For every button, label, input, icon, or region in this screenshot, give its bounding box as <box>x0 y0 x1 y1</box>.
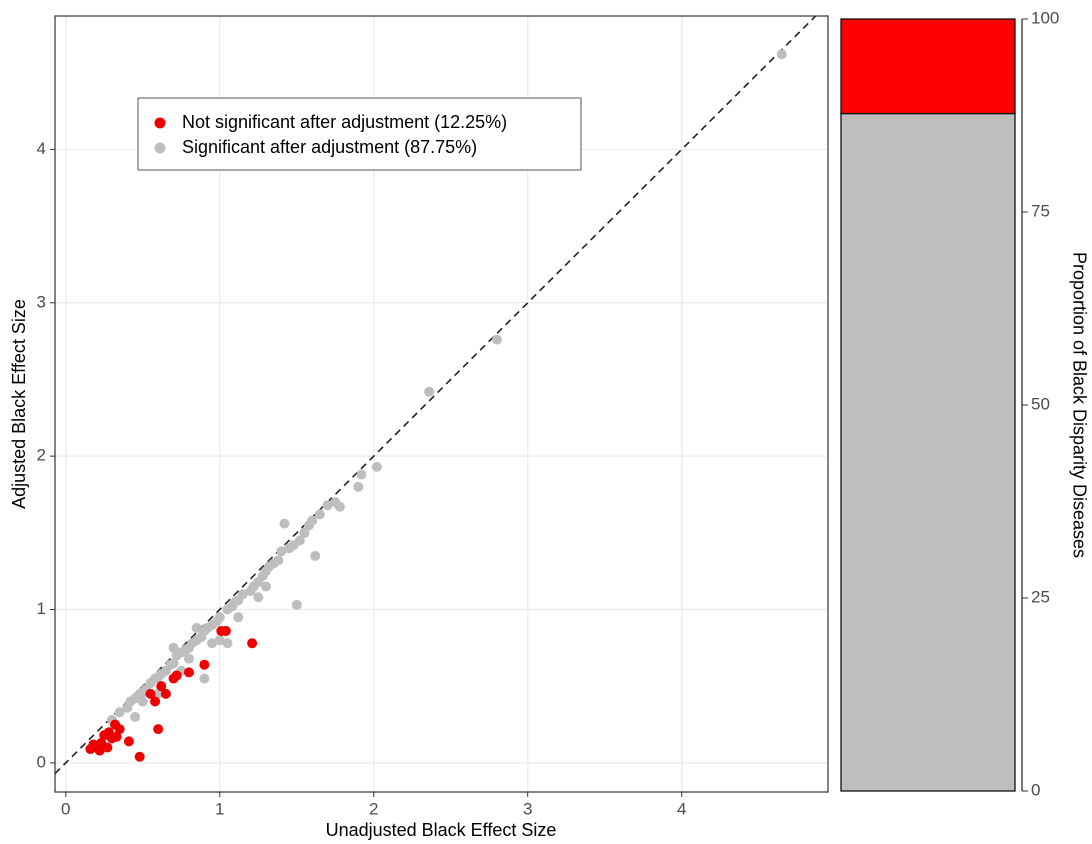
point <box>150 696 161 707</box>
point <box>220 625 231 636</box>
legend: Not significant after adjustment (12.25%… <box>137 97 582 171</box>
point <box>102 742 113 753</box>
identity-line <box>54 15 817 775</box>
point <box>424 386 435 397</box>
x-tick-label: 0 <box>61 799 70 818</box>
point <box>134 751 145 762</box>
point <box>183 653 194 664</box>
plot-border <box>54 15 829 793</box>
point <box>168 658 179 669</box>
point <box>214 612 225 623</box>
point <box>222 638 233 649</box>
point <box>776 49 787 60</box>
point <box>171 670 182 681</box>
point <box>276 546 287 557</box>
point <box>137 696 148 707</box>
point <box>322 500 333 511</box>
point <box>153 724 164 735</box>
point <box>168 642 179 653</box>
point <box>199 659 210 670</box>
point <box>247 638 258 649</box>
y-tick-label: 0 <box>1031 780 1040 799</box>
legend-label: Significant after adjustment (87.75%) <box>182 137 477 157</box>
y-tick-label: 4 <box>37 139 46 158</box>
y-tick-label: 3 <box>37 292 46 311</box>
x-tick-label: 4 <box>677 799 686 818</box>
point <box>111 731 122 742</box>
point <box>310 550 321 561</box>
point <box>233 612 244 623</box>
y-axis-title: Proportion of Black Disparity Diseases <box>1069 252 1089 558</box>
point <box>353 481 364 492</box>
x-tick-label: 3 <box>523 799 532 818</box>
point <box>279 518 290 529</box>
point <box>199 673 210 684</box>
point <box>160 688 171 699</box>
point <box>253 592 264 603</box>
point <box>114 724 125 735</box>
point <box>123 736 134 747</box>
legend-box <box>137 97 582 171</box>
point <box>237 589 248 600</box>
legend-label: Not significant after adjustment (12.25%… <box>182 112 507 132</box>
point <box>371 461 382 472</box>
point <box>273 555 284 566</box>
point <box>145 688 156 699</box>
legend-marker <box>154 142 166 154</box>
point <box>214 635 225 646</box>
point <box>93 740 104 751</box>
point <box>314 509 325 520</box>
point <box>130 711 141 722</box>
bar-segment <box>840 112 1016 792</box>
y-tick-label: 1 <box>37 599 46 618</box>
point <box>156 681 167 692</box>
point <box>260 581 271 592</box>
y-tick-label: 2 <box>37 446 46 465</box>
point <box>114 707 125 718</box>
y-tick-label: 50 <box>1031 394 1050 413</box>
bar-segment <box>840 18 1016 115</box>
point <box>334 501 345 512</box>
x-axis-title: Unadjusted Black Effect Size <box>326 820 557 840</box>
y-tick-label: 0 <box>37 752 46 771</box>
y-tick-label: 25 <box>1031 587 1050 606</box>
point <box>356 469 367 480</box>
point <box>299 527 310 538</box>
point <box>207 638 218 649</box>
point <box>291 599 302 610</box>
y-axis-title: Adjusted Black Effect Size <box>9 299 29 509</box>
y-tick-label: 100 <box>1031 8 1059 27</box>
point <box>183 667 194 678</box>
x-tick-label: 1 <box>215 799 224 818</box>
x-tick-label: 2 <box>369 799 378 818</box>
point <box>307 515 318 526</box>
point <box>294 535 305 546</box>
legend-marker <box>154 117 166 129</box>
point <box>491 334 502 345</box>
y-tick-label: 75 <box>1031 201 1050 220</box>
point <box>153 688 164 699</box>
point <box>191 622 202 633</box>
